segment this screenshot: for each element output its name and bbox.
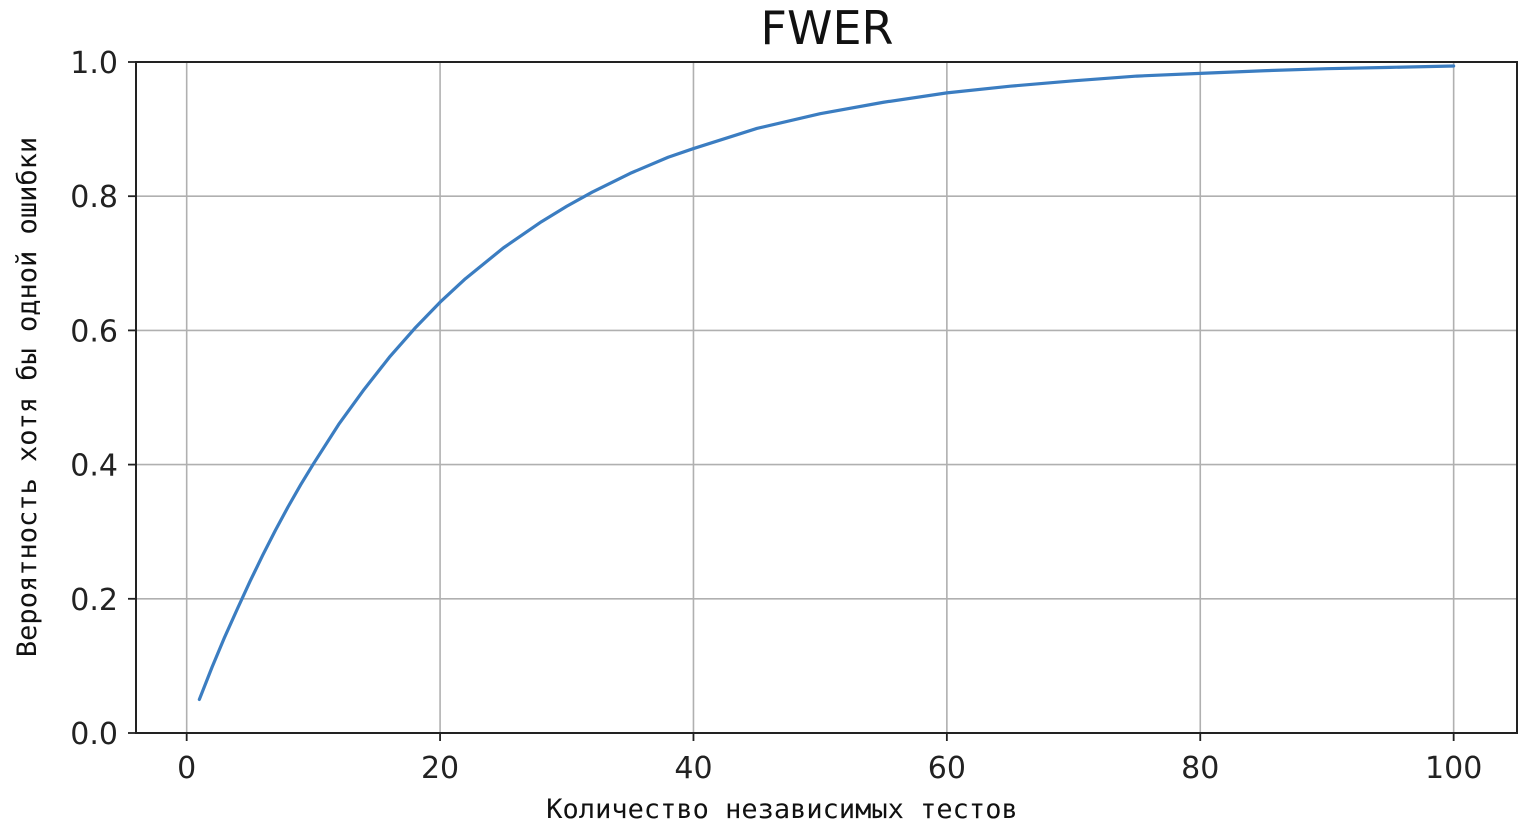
data-point <box>629 172 632 175</box>
y-tick-label: 0.4 <box>70 449 118 484</box>
data-point <box>236 607 239 610</box>
y-tick-label: 1.0 <box>70 46 118 81</box>
data-point <box>565 205 568 208</box>
data-point <box>413 327 416 330</box>
series-layer <box>197 64 1456 702</box>
y-tick-label: 0.2 <box>70 583 118 618</box>
data-point <box>591 191 594 194</box>
y-axis-label: Вероятность хотя бы одной ошибки <box>12 137 43 657</box>
data-point <box>287 505 290 508</box>
x-axis-label: Количество независимых тестов <box>546 794 1017 825</box>
series-line <box>197 64 1456 702</box>
x-tick-label: 40 <box>674 751 712 786</box>
data-point <box>1325 67 1328 70</box>
data-point <box>388 356 391 359</box>
data-point <box>312 462 315 465</box>
x-tick-label: 100 <box>1425 751 1482 786</box>
data-point <box>667 156 670 159</box>
data-point <box>464 277 467 280</box>
data-point <box>1262 69 1265 72</box>
y-tick-label: 0.8 <box>70 180 118 215</box>
data-point <box>249 580 252 583</box>
data-point <box>1009 85 1012 88</box>
data-point <box>1389 66 1392 69</box>
data-point <box>882 101 885 104</box>
data-point <box>540 220 543 223</box>
data-point <box>274 529 277 532</box>
data-point <box>363 388 366 391</box>
plot-area-frame <box>135 61 1518 734</box>
x-tick-label: 20 <box>421 751 459 786</box>
data-point <box>223 636 226 639</box>
y-tick-label: 0.0 <box>70 717 118 752</box>
x-tick-label: 0 <box>177 751 196 786</box>
data-point <box>211 666 214 669</box>
data-point <box>945 91 948 94</box>
data-point <box>1072 79 1075 82</box>
data-point <box>1452 65 1455 68</box>
data-point <box>502 246 505 249</box>
data-point <box>198 698 201 701</box>
data-point <box>261 554 264 557</box>
axis-ticks: 0 20 40 60 80 100 0.0 0.2 0.4 0.6 0.8 1.0 <box>70 46 1482 786</box>
data-point <box>819 112 822 115</box>
chart-title: FWER <box>761 1 894 55</box>
data-point <box>1199 72 1202 75</box>
x-tick-label: 60 <box>928 751 966 786</box>
data-point <box>439 301 442 304</box>
data-point <box>337 423 340 426</box>
data-point <box>1135 75 1138 78</box>
data-point <box>692 147 695 150</box>
data-point <box>755 127 758 130</box>
x-tick-label: 80 <box>1181 751 1219 786</box>
data-point <box>299 483 302 486</box>
y-tick-label: 0.6 <box>70 314 118 349</box>
